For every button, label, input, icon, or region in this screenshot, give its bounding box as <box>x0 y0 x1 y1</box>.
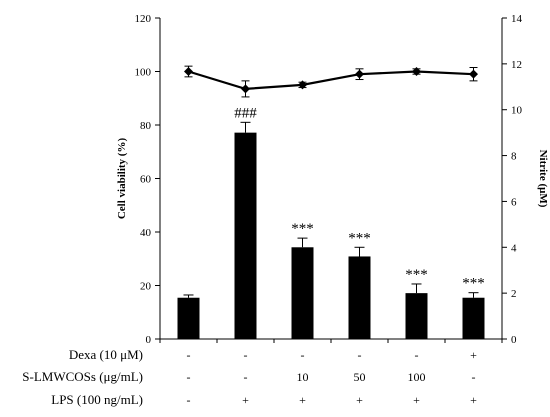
condition-value: 100 <box>408 370 426 384</box>
condition-value: - <box>358 348 362 362</box>
condition-value: - <box>187 370 191 384</box>
right-tick-label: 4 <box>511 242 517 254</box>
significance-marker: ### <box>234 105 257 121</box>
condition-value: 10 <box>297 370 309 384</box>
line-point <box>412 67 421 76</box>
significance-marker: *** <box>291 221 314 237</box>
condition-label: LPS (100 ng/mL) <box>51 392 143 407</box>
significance-markers: ### *** *** *** *** <box>234 105 485 291</box>
condition-table: Dexa (10 μM) - - - - - + S-LMWCOSs (μg/mL) - - 10 5… <box>22 347 477 407</box>
left-tick-label: 40 <box>140 227 152 239</box>
left-tick-label: 100 <box>135 67 152 79</box>
condition-value: + <box>470 348 477 362</box>
bar <box>291 247 314 339</box>
right-tick-label: 2 <box>511 288 517 300</box>
condition-value: 50 <box>354 370 366 384</box>
left-axis-title: Cell viability (%) <box>116 138 128 220</box>
condition-value: + <box>356 393 363 407</box>
condition-value: + <box>242 393 249 407</box>
condition-value: - <box>244 370 248 384</box>
left-tick-label: 0 <box>146 334 152 346</box>
left-tick-label: 60 <box>140 174 152 186</box>
significance-marker: *** <box>348 230 371 246</box>
condition-value: - <box>472 370 476 384</box>
right-tick-label: 14 <box>511 13 523 25</box>
line-point <box>355 69 364 79</box>
bar <box>348 256 371 339</box>
line-point <box>241 84 250 94</box>
bar <box>405 293 428 339</box>
line-point <box>469 69 478 79</box>
line-series <box>184 65 478 98</box>
bar <box>234 132 257 339</box>
significance-marker: *** <box>462 276 485 292</box>
right-tick-label: 12 <box>511 59 522 71</box>
right-tick-label: 0 <box>511 334 517 346</box>
condition-value: - <box>187 393 191 407</box>
right-axis-title: Nitrite (μM) <box>537 150 549 208</box>
viability-line <box>188 70 474 90</box>
bar <box>177 297 200 339</box>
condition-label: Dexa (10 μM) <box>69 347 143 362</box>
right-tick-label: 10 <box>511 105 523 117</box>
bar-series <box>177 121 485 339</box>
chart-axes: 0 20 40 60 80 100 120 0 2 4 6 8 10 12 14 Cell viability… <box>116 13 549 346</box>
condition-value: - <box>244 348 248 362</box>
condition-value: + <box>299 393 306 407</box>
left-tick-label: 120 <box>135 13 152 25</box>
condition-value: + <box>413 393 420 407</box>
condition-value: + <box>470 393 477 407</box>
significance-marker: *** <box>405 267 428 283</box>
right-tick-label: 8 <box>511 151 517 163</box>
left-tick-label: 80 <box>140 120 152 132</box>
right-tick-label: 6 <box>511 196 517 208</box>
condition-value: - <box>415 348 419 362</box>
bar <box>462 297 485 339</box>
line-point <box>184 67 193 76</box>
line-point <box>298 80 307 90</box>
condition-label: S-LMWCOSs (μg/mL) <box>22 369 143 384</box>
left-tick-label: 20 <box>140 281 152 293</box>
condition-value: - <box>301 348 305 362</box>
condition-value: - <box>187 348 191 362</box>
